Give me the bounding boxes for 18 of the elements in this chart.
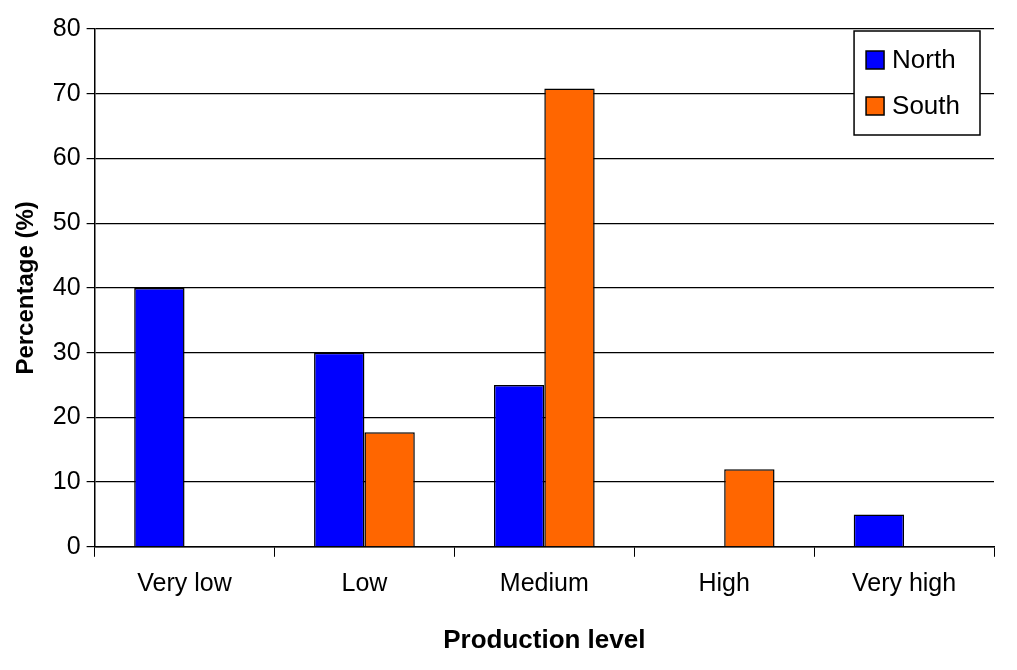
- y-tick-label: 30: [52, 336, 81, 365]
- y-tick-label: 60: [52, 142, 81, 171]
- y-tick-label: 0: [66, 530, 81, 559]
- legend-label: South: [892, 90, 961, 121]
- legend-label: North: [892, 44, 956, 75]
- y-tick-label: 50: [52, 207, 81, 236]
- y-tick-label: 20: [52, 401, 81, 430]
- y-axis-title: Percentage (%): [11, 201, 39, 375]
- x-tick-label: Very low: [137, 567, 233, 596]
- y-tick-label: 80: [52, 12, 81, 41]
- x-tick-label: Very high: [851, 567, 957, 596]
- y-tick-label: 40: [52, 271, 81, 300]
- x-tick-label: Medium: [499, 567, 589, 596]
- y-tick-label: 10: [52, 465, 81, 494]
- x-axis-title: Production level: [443, 623, 646, 654]
- x-tick-label: Low: [341, 567, 389, 596]
- y-tick-label: 70: [52, 77, 81, 106]
- x-tick-label: High: [698, 567, 750, 596]
